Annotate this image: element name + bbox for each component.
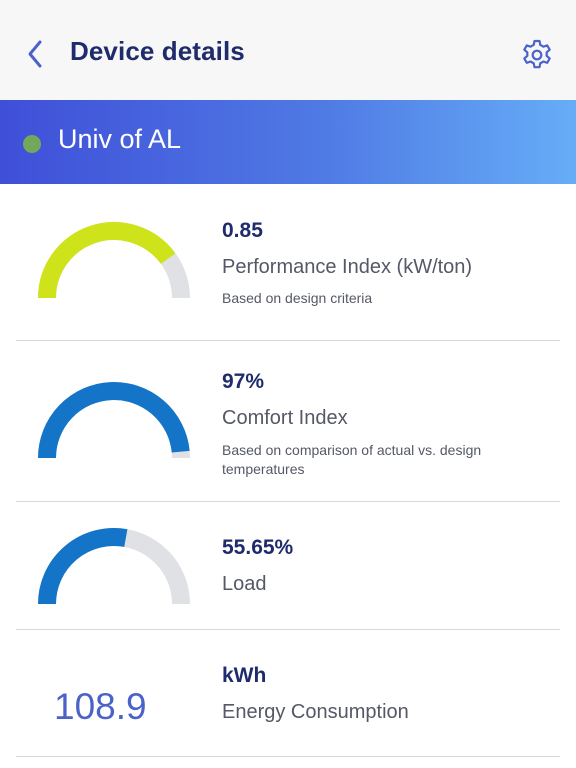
performance-gauge: [38, 222, 190, 299]
energy-unit: kWh: [222, 664, 267, 687]
performance-sub: Based on design criteria: [222, 290, 373, 306]
chevron-left-icon[interactable]: [22, 38, 50, 70]
divider: [16, 756, 560, 757]
load-label: Load: [222, 573, 267, 595]
gauge-fill: [38, 528, 128, 605]
status-dot: [23, 135, 41, 153]
energy-label: Energy Consumption: [222, 701, 409, 723]
divider: [16, 501, 560, 502]
performance-value: 0.85: [222, 219, 263, 242]
page-title: Device details: [70, 36, 245, 66]
site-name: Univ of AL: [58, 124, 182, 154]
site-banner: [0, 100, 576, 184]
divider: [16, 629, 560, 630]
load-gauge: [38, 528, 190, 605]
comfort-value: 97%: [222, 370, 265, 393]
comfort-label: Comfort Index: [222, 407, 348, 429]
load-value: 55.65%: [222, 536, 294, 559]
app-header: Device details: [0, 0, 576, 100]
energy-number: 108.9: [54, 686, 147, 727]
divider: [16, 340, 560, 341]
gear-icon[interactable]: [520, 38, 554, 72]
performance-label: Performance Index (kW/ton): [222, 256, 473, 278]
gauge-fill: [38, 222, 176, 299]
comfort-sub: Based on comparison of actual vs. design…: [222, 442, 482, 477]
gauge-fill: [38, 382, 190, 459]
comfort-gauge: [38, 382, 190, 459]
